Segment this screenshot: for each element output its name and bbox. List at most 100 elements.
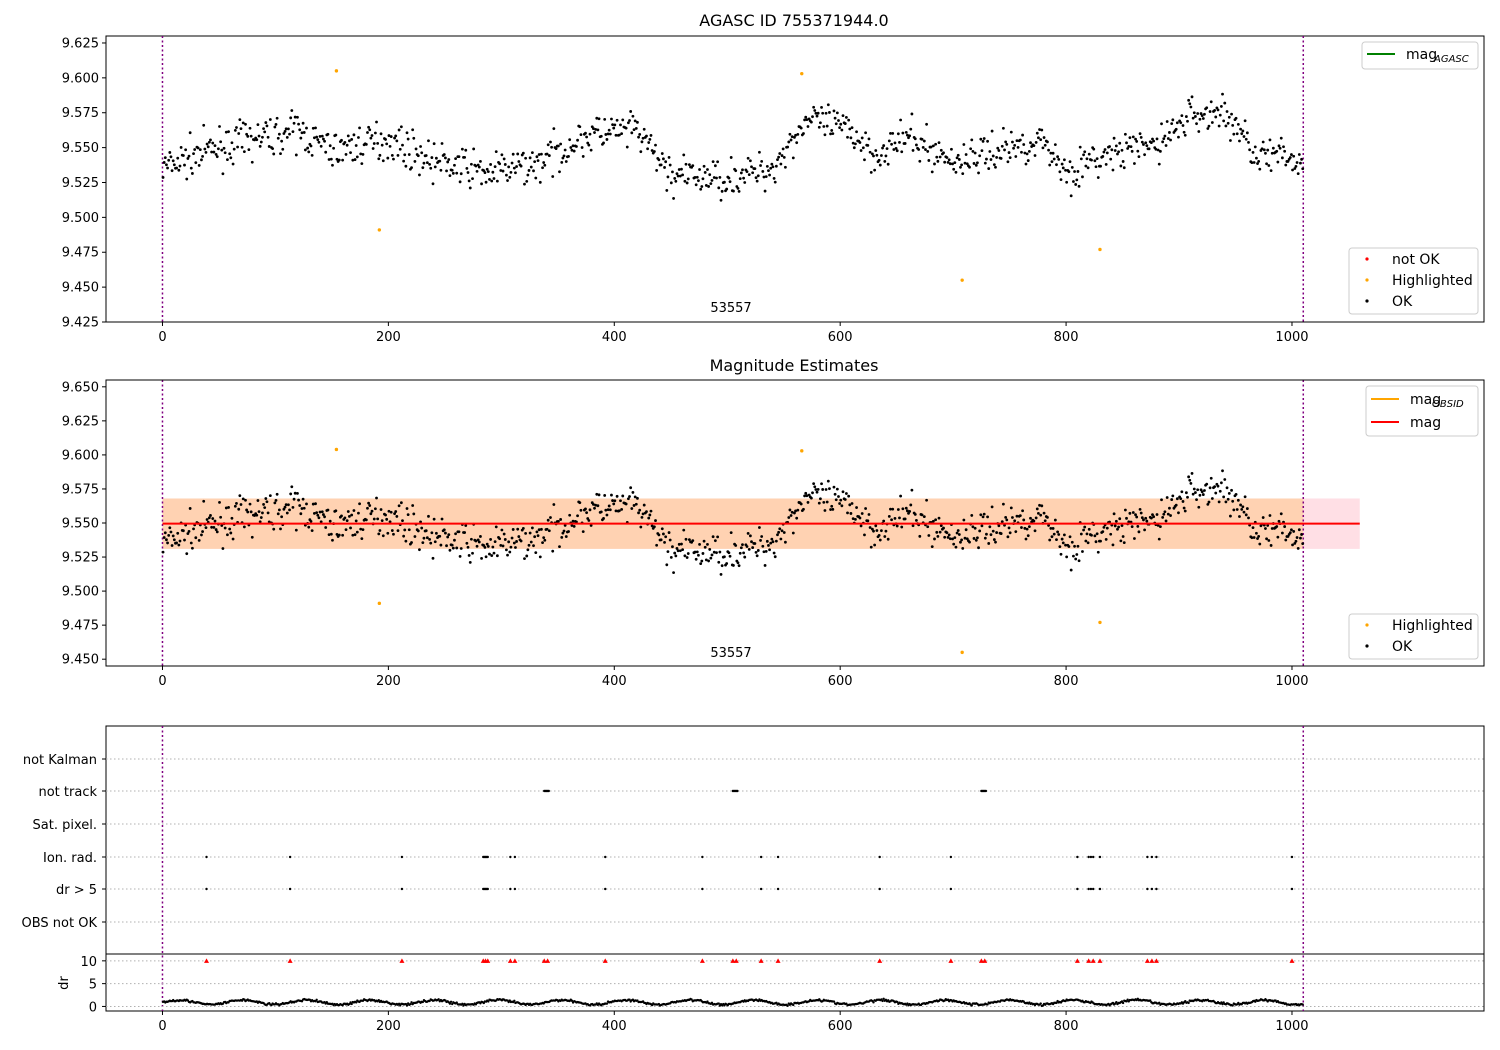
ok-point [543,538,547,542]
ok-point [163,156,167,160]
ok-point [340,514,343,518]
dr-point [410,1001,413,1004]
ok-point [834,122,838,126]
ok-point [693,175,697,179]
ok-point [953,161,957,165]
ok-point [466,545,470,549]
ok-point [541,541,544,545]
ok-point [684,537,688,541]
ok-point [563,148,567,152]
ok-point [1112,136,1116,140]
ok-point [1213,485,1217,489]
ok-point [1206,502,1210,506]
ok-point [1009,506,1013,510]
ok-point [200,533,203,537]
ok-point [1023,526,1027,530]
ok-point [1156,523,1160,527]
ok-point [1276,535,1280,539]
ok-point [320,134,324,138]
ok-point [822,125,826,128]
ok-point [1300,533,1303,536]
ok-point [817,501,821,505]
ok-point [707,559,710,563]
ok-point [1099,539,1102,543]
ok-point [510,161,514,165]
ok-point [328,144,332,148]
ok-point [554,147,558,151]
ok-point [1261,140,1265,144]
ok-point [1039,138,1043,141]
ok-point [1062,533,1066,537]
ok-point [1084,539,1088,543]
y-tick-label: 9.575 [62,482,99,497]
ok-point [684,162,688,166]
ok-point [411,504,415,507]
ok-point [709,182,713,186]
ok-point [723,180,726,184]
ok-point [238,118,242,122]
dr-capped-marker [1153,958,1159,963]
ok-point [399,125,403,129]
ok-point [194,536,198,540]
ok-point [629,110,633,113]
ok-point [1004,515,1008,519]
ok-point [716,535,720,539]
ok-point [181,529,185,533]
ok-point [569,146,573,149]
ok-point [1258,167,1262,171]
ok-point [351,158,355,162]
ok-point [1255,156,1258,160]
ok-point [746,156,750,160]
ok-point [996,146,1000,150]
ok-point [837,119,840,122]
ok-point [209,138,212,142]
ok-point [393,136,396,140]
ok-point [747,173,751,177]
ok-point [468,560,472,564]
dr-capped-marker [775,958,781,963]
ok-point [1221,92,1224,96]
ok-point [1144,516,1148,520]
ok-point [1279,512,1283,516]
dr-capped-marker [287,958,293,963]
ok-point [223,526,227,530]
ok-point [729,531,733,535]
ok-point [360,162,364,166]
ok-point [710,553,714,557]
ok-point [1210,121,1214,124]
ok-point [900,150,904,154]
ok-point [728,554,732,558]
ok-point [283,130,287,133]
dr-capped-marker [1289,958,1295,963]
ok-point [1070,540,1074,544]
dr-capped-marker [1144,958,1150,963]
ok-point [262,503,265,506]
ok-point [1197,505,1201,509]
ok-point [547,529,551,533]
ok-point [702,164,706,168]
ok-point [988,525,992,529]
ok-point [292,497,296,501]
ok-point [319,144,323,148]
ok-point [218,125,221,128]
ok-point [197,538,201,542]
ok-point [896,508,900,511]
ok-point [1086,166,1090,170]
ok-point [992,538,996,541]
ok-point [956,529,960,532]
ok-point [747,547,751,551]
ok-point [593,506,596,510]
ok-point [502,157,506,161]
ok-point [703,545,707,549]
ok-point [765,164,769,168]
ok-point [267,520,271,524]
legend-label-highlighted: Highlighted [1392,273,1473,289]
ok-point [292,121,296,125]
ok-point [213,144,217,148]
ok-point [1240,507,1244,511]
ok-point [727,551,731,555]
ok-point [394,510,398,513]
ok-point [1003,148,1006,152]
ok-point [491,545,495,549]
